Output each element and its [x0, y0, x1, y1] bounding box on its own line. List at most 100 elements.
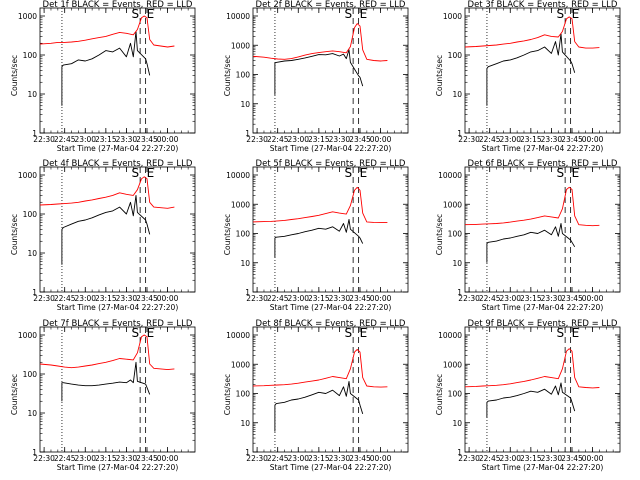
x-tick-label: 23:45	[349, 454, 371, 463]
lld-series-line	[39, 334, 175, 371]
y-tick-label: 10000	[226, 171, 250, 180]
y-tick-label: 100	[448, 230, 463, 239]
plot-frame	[464, 166, 621, 293]
events-series-line	[274, 380, 364, 432]
events-series-line	[61, 194, 151, 265]
y-tick-label: 10	[27, 409, 37, 418]
x-axis-label: Start Time (27-Mar-04 22:27:20)	[57, 463, 179, 472]
y-tick-label: 1000	[18, 171, 37, 180]
x-tick-label: 22:30	[458, 454, 480, 463]
x-tick-label: 22:45	[479, 454, 501, 463]
x-axis-label: Start Time (27-Mar-04 22:27:20)	[57, 144, 179, 153]
x-tick-label: 23:45	[561, 454, 583, 463]
y-tick-label: 100	[236, 230, 251, 239]
x-tick-label: 23:00	[74, 454, 96, 463]
y-tick-label: 1000	[231, 41, 250, 50]
x-tick-label: 23:45	[136, 135, 158, 144]
y-tick-label: 10	[240, 100, 250, 109]
x-tick-label: 00:00	[157, 294, 179, 303]
y-tick-label: 1000	[231, 360, 250, 369]
y-tick-label: 100	[448, 390, 463, 399]
x-tick-label: 23:15	[520, 294, 542, 303]
x-tick-label: 23:45	[561, 135, 583, 144]
y-tick-label: 1	[457, 129, 462, 138]
x-tick-label: 23:30	[116, 294, 138, 303]
plot-frame	[39, 326, 196, 453]
y-tick-label: 1	[457, 288, 462, 297]
chart-panel: Det 9f BLACK = Events, RED = LLD 1 10 100 10…	[435, 319, 621, 472]
y-tick-label: 10000	[226, 12, 250, 21]
x-tick-label: 22:45	[54, 294, 76, 303]
x-tick-label: 23:45	[349, 294, 371, 303]
y-tick-label: 10	[452, 419, 462, 428]
plot-frame	[464, 7, 621, 134]
y-axis-label: Counts/sec	[10, 374, 19, 415]
x-tick-label: 23:00	[74, 135, 96, 144]
lld-series-line	[252, 349, 388, 388]
x-tick-label: 00:00	[582, 135, 604, 144]
x-tick-label: 23:15	[308, 135, 330, 144]
x-tick-label: 22:30	[33, 294, 55, 303]
marker-label: S	[557, 326, 565, 340]
plot-frame	[464, 326, 621, 453]
chart-title: Det 2f BLACK = Events, RED = LLD	[256, 0, 406, 10]
plot-frame	[252, 7, 409, 134]
y-axis-label: Counts/sec	[223, 55, 232, 96]
x-tick-label: 00:00	[370, 135, 392, 144]
x-tick-label: 23:00	[499, 454, 521, 463]
y-tick-label: 10	[240, 419, 250, 428]
chart-panel: Det 8f BLACK = Events, RED = LLD 1 10 100 10…	[223, 319, 409, 472]
marker-label: S	[345, 7, 353, 21]
y-tick-label: 1000	[18, 12, 37, 21]
x-tick-label: 23:00	[287, 454, 309, 463]
x-tick-label: 23:30	[116, 454, 138, 463]
x-tick-label: 23:30	[329, 294, 351, 303]
marker-label: S	[132, 166, 140, 180]
lld-series-line	[464, 186, 600, 227]
x-tick-label: 22:45	[267, 454, 289, 463]
y-tick-label: 10	[452, 90, 462, 99]
chart-panel: Det 7f BLACK = Events, RED = LLD 1 10 100 10…	[10, 319, 196, 472]
x-tick-label: 00:00	[370, 454, 392, 463]
x-tick-label: 23:15	[308, 294, 330, 303]
x-tick-label: 00:00	[582, 454, 604, 463]
lld-series-line	[252, 186, 388, 224]
chart-title: Det 8f BLACK = Events, RED = LLD	[256, 319, 406, 329]
y-tick-label: 10	[27, 90, 37, 99]
y-axis-label: Counts/sec	[435, 374, 444, 415]
x-tick-label: 22:45	[54, 454, 76, 463]
x-tick-label: 22:30	[246, 294, 268, 303]
x-tick-label: 22:30	[33, 454, 55, 463]
plot-frame	[252, 166, 409, 293]
y-tick-label: 1	[457, 448, 462, 457]
y-tick-label: 10	[27, 249, 37, 258]
y-tick-label: 100	[23, 370, 38, 379]
x-tick-label: 23:15	[308, 454, 330, 463]
x-tick-label: 23:30	[541, 135, 563, 144]
marker-label: E	[360, 7, 368, 21]
lld-series-line	[39, 176, 175, 209]
y-axis-label: Counts/sec	[435, 214, 444, 255]
chart-title: Det 1f BLACK = Events, RED = LLD	[43, 0, 193, 10]
y-tick-label: 10	[452, 259, 462, 268]
y-tick-label: 10	[240, 259, 250, 268]
marker-label: S	[132, 326, 140, 340]
x-tick-label: 23:15	[95, 454, 117, 463]
x-axis-label: Start Time (27-Mar-04 22:27:20)	[270, 144, 392, 153]
marker-label: E	[147, 166, 155, 180]
x-tick-label: 23:00	[287, 135, 309, 144]
chart-title: Det 3f BLACK = Events, RED = LLD	[468, 0, 618, 10]
x-tick-label: 23:30	[541, 294, 563, 303]
chart-panel: Det 5f BLACK = Events, RED = LLD 1 10 100 10…	[223, 159, 409, 312]
x-tick-label: 00:00	[157, 135, 179, 144]
x-tick-label: 23:30	[329, 135, 351, 144]
x-tick-label: 23:45	[349, 135, 371, 144]
x-tick-label: 22:30	[33, 135, 55, 144]
y-axis-label: Counts/sec	[10, 214, 19, 255]
marker-label: E	[360, 166, 368, 180]
y-tick-label: 100	[448, 51, 463, 60]
chart-panel: Det 1f BLACK = Events, RED = LLD 1 10 100 10…	[10, 0, 196, 153]
events-series-line	[274, 49, 364, 95]
plot-frame	[39, 7, 196, 134]
